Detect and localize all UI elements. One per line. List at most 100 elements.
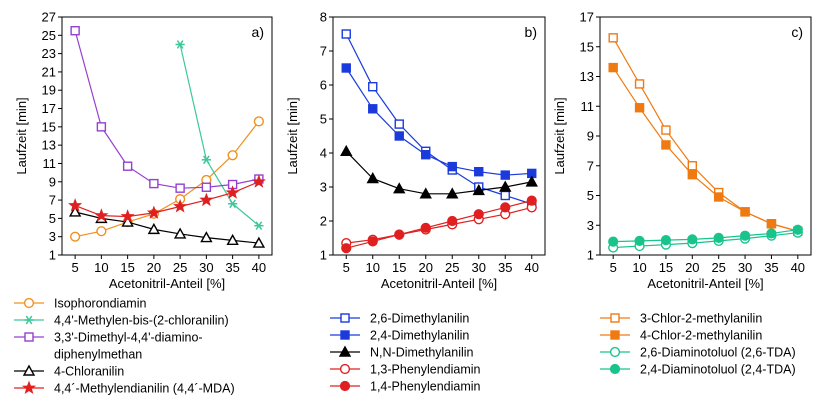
y-axis-title: Laufzeit [min] [552, 97, 567, 174]
data-point [421, 149, 431, 160]
y-tick-label: 7 [320, 44, 327, 59]
data-point [739, 230, 751, 241]
data-point [252, 236, 266, 248]
series-2 [175, 40, 264, 231]
series-line [74, 30, 260, 189]
series-line [74, 181, 260, 218]
y-tick-label: 19 [42, 83, 56, 98]
data-point [687, 169, 698, 180]
data-point [446, 187, 459, 199]
data-point [122, 161, 133, 171]
legend-marker [339, 363, 351, 375]
y-tick-label: 5 [587, 188, 594, 203]
x-tick-label: 30 [472, 260, 486, 275]
y-tick-label: 3 [49, 229, 56, 244]
data-point [201, 182, 212, 192]
data-point [660, 235, 672, 246]
series-line [179, 44, 260, 227]
data-point [201, 155, 211, 165]
x-tick-label: 15 [392, 260, 406, 275]
series-2 [341, 63, 537, 180]
legend-label: 1,3-Phenylendiamin [370, 363, 481, 377]
data-point [367, 236, 378, 247]
data-point [394, 119, 404, 129]
legend-label: Isophorondiamin [54, 297, 146, 311]
legend-marker [340, 330, 350, 340]
legend-entry: N,N-Dimethylanilin [330, 346, 474, 360]
series-3 [70, 26, 264, 193]
y-tick-label: 3 [320, 180, 327, 195]
legend-entry: 3-Chlor-2-methylanilin [600, 312, 762, 326]
data-point [227, 150, 238, 161]
x-tick-label: 20 [685, 260, 699, 275]
legend-entry: 2,6-Dimethylanilin [330, 312, 469, 326]
legend-marker [21, 380, 37, 395]
data-point [226, 233, 239, 246]
data-point [500, 202, 511, 213]
legend-label: 4,4'-Methylen-bis-(2-chloranilin) [54, 314, 229, 328]
legend-marker [23, 297, 35, 309]
x-tick-label: 30 [738, 260, 752, 275]
legend-label: 2,4-Diaminotoluol (2,4-TDA) [640, 363, 796, 377]
y-tick-label: 7 [49, 193, 56, 208]
x-tick-label: 25 [711, 260, 725, 275]
y-tick-label: 1 [587, 248, 594, 263]
y-tick-label: 23 [42, 46, 56, 61]
series-line [74, 211, 259, 244]
panel-label: b) [525, 24, 537, 40]
data-point [96, 226, 107, 237]
data-point [94, 208, 109, 222]
data-point [661, 140, 671, 150]
x-axis-title: Acetonitril-Anteil [%] [109, 276, 225, 291]
data-point [766, 219, 777, 229]
panel-label: a) [252, 24, 264, 40]
data-point [420, 222, 431, 233]
x-tick-label: 35 [225, 260, 239, 275]
legend-label: 3,3'-Dimethyl-4,4'-diamino- [54, 331, 203, 345]
legend-marker [24, 332, 34, 342]
data-point [393, 182, 406, 194]
data-point [173, 227, 187, 239]
data-point [228, 199, 238, 209]
x-tick-label: 10 [632, 260, 646, 275]
legend-label: 4-Chlor-2-methylanilin [640, 329, 762, 343]
y-tick-label: 15 [42, 119, 56, 134]
plot-frame [332, 16, 546, 256]
y-tick-label: 3 [587, 218, 594, 233]
legend-entry: Isophorondiamin [14, 297, 146, 311]
x-tick-label: 5 [610, 260, 617, 275]
y-tick-label: 9 [587, 129, 594, 144]
legend-marker [610, 330, 620, 340]
y-tick-label: 15 [580, 39, 594, 54]
x-tick-label: 35 [498, 260, 512, 275]
y-tick-label: 6 [320, 78, 327, 93]
data-point [661, 125, 671, 135]
data-point [766, 228, 777, 239]
data-point [368, 81, 378, 92]
legend-marker [609, 346, 621, 358]
series-1 [608, 33, 803, 236]
data-point [251, 174, 266, 188]
data-point [120, 209, 135, 223]
series-5 [341, 195, 537, 254]
x-axis-title: Acetonitril-Anteil [%] [647, 276, 763, 291]
y-tick-label: 4 [320, 146, 327, 161]
data-point [199, 192, 214, 207]
series-4 [608, 224, 803, 247]
x-tick-label: 40 [791, 260, 805, 275]
y-axis-title: Laufzeit [min] [14, 97, 29, 174]
data-point [687, 161, 698, 171]
y-tick-label: 11 [581, 99, 595, 114]
x-tick-label: 5 [72, 260, 79, 275]
data-point [713, 232, 724, 243]
data-point [341, 63, 351, 73]
data-point [173, 199, 188, 213]
data-point [473, 209, 484, 220]
x-tick-label: 20 [419, 260, 433, 275]
data-point [526, 195, 537, 206]
series-line [612, 37, 798, 232]
data-point [792, 224, 803, 235]
x-tick-label: 10 [94, 260, 108, 275]
data-point [368, 104, 378, 114]
